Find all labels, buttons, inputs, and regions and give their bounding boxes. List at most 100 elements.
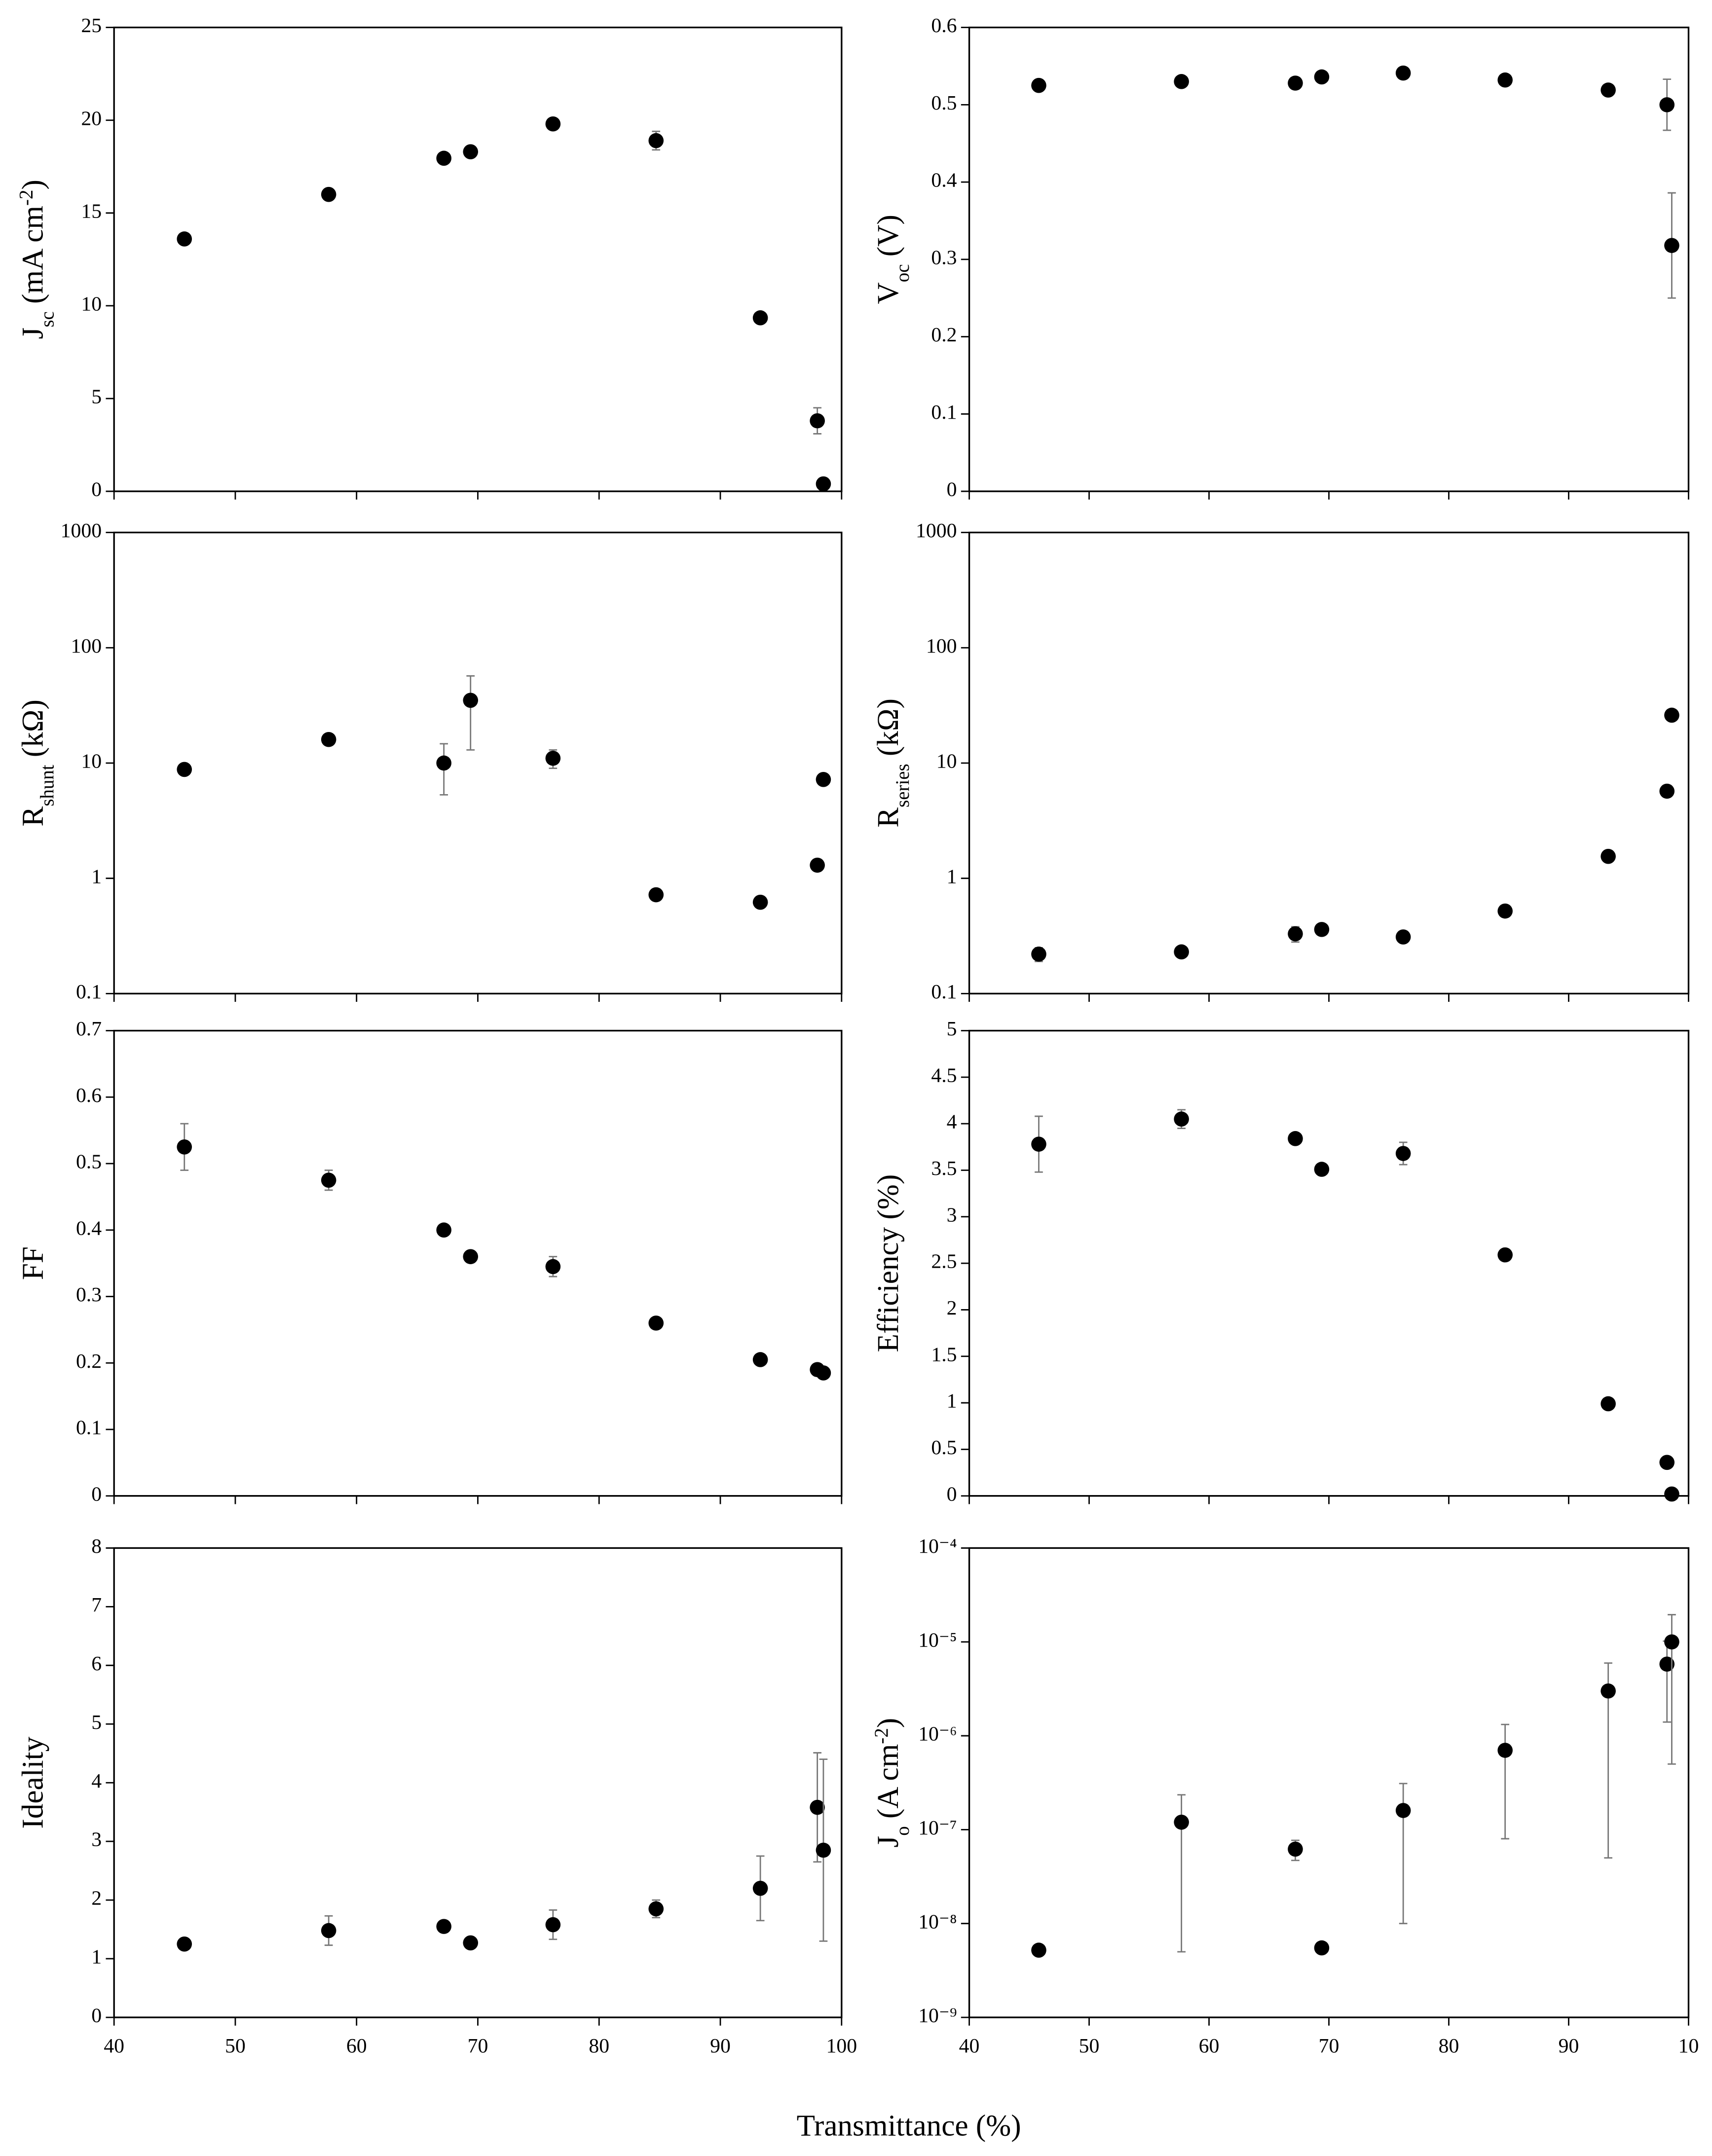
data-point xyxy=(1664,238,1679,253)
y-tick-label: 0.1 xyxy=(76,1417,102,1439)
data-point xyxy=(1659,1455,1675,1470)
x-tick-label: 40 xyxy=(104,2035,124,2057)
data-point xyxy=(436,755,451,771)
y-axis-label-part: series xyxy=(892,764,913,807)
y-axis-label: Ideality xyxy=(16,1736,49,1828)
y-tick-label: 10 xyxy=(81,292,102,315)
plot-frame xyxy=(968,1029,1690,1497)
y-tick-label: 4 xyxy=(91,1770,102,1792)
data-point xyxy=(1600,82,1616,98)
data-point xyxy=(545,750,561,766)
y-tick-label: 10⁻⁶ xyxy=(918,1723,957,1746)
data-point xyxy=(321,731,336,747)
data-point xyxy=(1600,1683,1616,1699)
y-tick-label: 1000 xyxy=(916,519,957,542)
data-point xyxy=(648,133,664,148)
data-point xyxy=(1395,929,1411,945)
y-tick-label: 1 xyxy=(91,865,102,888)
y-axis-label: Voc (V) xyxy=(871,215,913,304)
data-point xyxy=(1497,72,1513,88)
x-tick-label: 50 xyxy=(1079,2035,1100,2057)
y-tick-label: 0.6 xyxy=(931,14,957,37)
x-tick-label: 70 xyxy=(468,2035,488,2057)
data-point xyxy=(1174,74,1189,89)
y-axis-label-part: (mA cm xyxy=(16,206,49,311)
y-tick-label: 0.7 xyxy=(76,1018,102,1040)
x-tick-label: 40 xyxy=(959,2035,980,2057)
y-tick-label: 3.5 xyxy=(931,1157,957,1180)
data-point xyxy=(1600,1396,1616,1412)
data-point xyxy=(1031,77,1046,93)
plot-frame xyxy=(113,531,843,995)
data-point xyxy=(436,1919,451,1934)
y-tick-label: 0.1 xyxy=(76,981,102,1003)
data-point xyxy=(1659,97,1675,112)
data-point xyxy=(816,1365,831,1381)
y-tick-label: 10⁻⁷ xyxy=(918,1817,957,1839)
y-tick-label: 1000 xyxy=(61,519,102,542)
data-point xyxy=(752,310,768,326)
data-point xyxy=(810,857,825,873)
data-point xyxy=(816,476,831,492)
y-axis-label-part: -2 xyxy=(15,190,37,206)
y-tick-label: 100 xyxy=(71,635,102,658)
y-tick-label: 10⁻⁹ xyxy=(918,2005,957,2027)
x-tick-label: 10 xyxy=(1678,2035,1699,2057)
y-tick-label: 10 xyxy=(81,750,102,773)
y-axis-label-part: Ideality xyxy=(16,1736,49,1828)
y-tick-label: 8 xyxy=(91,1535,102,1558)
y-tick-label: 0.2 xyxy=(76,1350,102,1373)
x-tick-label: 80 xyxy=(589,2035,609,2057)
x-tick-label: 80 xyxy=(1439,2035,1459,2057)
y-tick-label: 5 xyxy=(947,1018,957,1040)
data-point xyxy=(1031,947,1046,962)
y-axis-label: Rseries (kΩ) xyxy=(871,698,913,828)
plot-frame xyxy=(113,1029,843,1497)
data-point xyxy=(1288,1131,1303,1146)
y-tick-label: 10⁻⁴ xyxy=(918,1535,957,1558)
data-point xyxy=(463,693,479,708)
y-axis-label: Jo (A cm-2) xyxy=(870,1718,913,1848)
data-point xyxy=(648,1316,664,1331)
data-point xyxy=(1395,65,1411,81)
y-tick-label: 5 xyxy=(91,1711,102,1734)
y-axis-label-part: -2 xyxy=(870,1728,892,1744)
y-axis-label: FF xyxy=(16,1246,49,1280)
data-point xyxy=(1659,1656,1675,1672)
y-axis-label-part: (A cm xyxy=(871,1744,905,1827)
data-point xyxy=(321,186,336,202)
data-point xyxy=(1288,926,1303,942)
data-point xyxy=(1664,1486,1679,1502)
y-tick-label: 1 xyxy=(947,1390,957,1413)
data-point xyxy=(1288,75,1303,91)
x-tick-label: 50 xyxy=(225,2035,246,2057)
x-tick-label: 100 xyxy=(826,2035,857,2057)
y-tick-label: 100 xyxy=(926,635,957,658)
y-axis-label-part: sc xyxy=(37,311,58,327)
data-point xyxy=(1288,1841,1303,1857)
data-point xyxy=(1314,1162,1330,1177)
x-tick-label: 60 xyxy=(1199,2035,1220,2057)
plot-frame xyxy=(968,26,1690,492)
y-tick-label: 6 xyxy=(91,1652,102,1675)
data-point xyxy=(545,1917,561,1933)
data-point xyxy=(321,1923,336,1938)
data-point xyxy=(1659,783,1675,799)
y-tick-label: 4 xyxy=(947,1111,957,1133)
data-point xyxy=(177,1937,192,1952)
y-tick-label: 2 xyxy=(947,1297,957,1319)
data-point xyxy=(545,1259,561,1275)
y-tick-label: 10 xyxy=(936,750,957,773)
x-tick-label: 60 xyxy=(346,2035,367,2057)
y-tick-label: 0 xyxy=(91,1483,102,1505)
y-tick-label: 0 xyxy=(91,2005,102,2027)
data-point xyxy=(1174,1111,1189,1127)
y-tick-label: 1 xyxy=(91,1946,102,1969)
y-axis-label: Efficiency (%) xyxy=(871,1174,905,1352)
y-axis-label: Rshunt (kΩ) xyxy=(16,699,58,826)
x-tick-label: 70 xyxy=(1319,2035,1340,2057)
data-point xyxy=(1664,707,1679,723)
data-point xyxy=(463,144,479,159)
data-point xyxy=(752,1881,768,1896)
